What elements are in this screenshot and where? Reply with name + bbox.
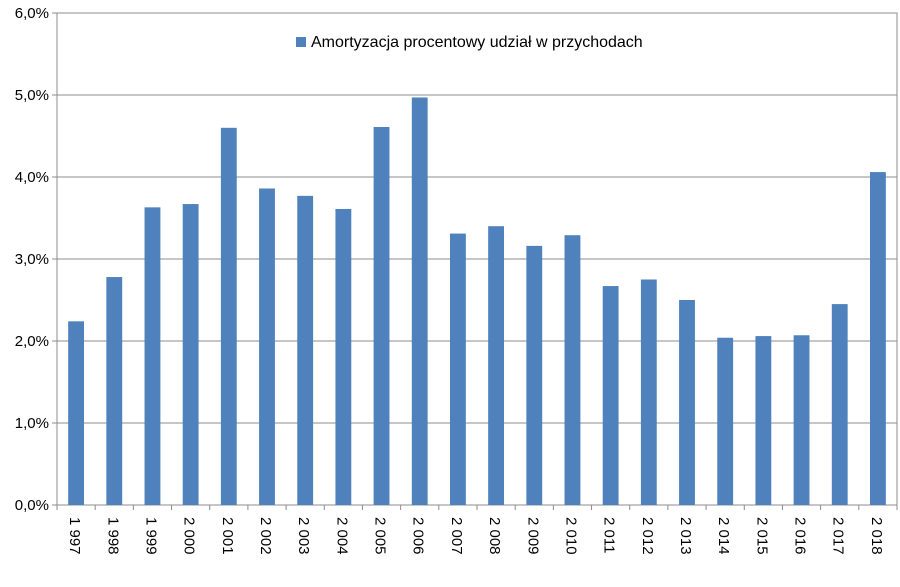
bar — [679, 300, 695, 505]
y-tick-label: 1,0% — [15, 415, 49, 432]
bar — [793, 335, 810, 505]
x-tick-label: 1 998 — [104, 517, 121, 555]
x-tick-label: 2 015 — [753, 517, 770, 555]
legend-label: Amortyzacja procentowy udział w przychod… — [311, 34, 643, 51]
x-tick-label: 2 014 — [715, 517, 732, 555]
y-tick-label: 6,0% — [15, 5, 49, 22]
bar — [564, 235, 581, 505]
x-tick-label: 2 016 — [792, 517, 809, 555]
x-tick-label: 2 000 — [181, 517, 198, 555]
bar — [182, 204, 199, 505]
bar — [335, 208, 352, 506]
bar — [373, 126, 390, 505]
bar — [449, 233, 466, 505]
bars — [68, 97, 886, 506]
bar — [869, 172, 886, 505]
x-tick-label: 2 018 — [868, 517, 885, 555]
bar — [640, 279, 657, 505]
bar — [755, 336, 772, 505]
x-tick-label: 2 005 — [372, 517, 389, 555]
bar — [717, 337, 734, 505]
x-tick-label: 2 001 — [219, 517, 236, 555]
x-axis-ticks: 1 997 1 998 1 999 2 000 2 001 2 002 2 003 2 004… — [56, 505, 898, 555]
bar — [144, 207, 161, 505]
bar — [106, 277, 123, 505]
bar — [831, 304, 848, 505]
y-tick-label: 0,0% — [15, 497, 49, 514]
bar — [220, 127, 237, 506]
bar — [259, 188, 275, 506]
x-tick-label: 2 008 — [486, 517, 503, 555]
bar — [297, 195, 314, 506]
x-tick-label: 2 004 — [333, 517, 350, 555]
y-tick-label: 4,0% — [15, 169, 49, 186]
x-tick-label: 1 999 — [142, 517, 159, 555]
x-tick-label: 2 013 — [677, 517, 694, 555]
x-tick-label: 2 012 — [639, 517, 656, 555]
bar — [526, 245, 543, 505]
x-tick-label: 2 009 — [524, 517, 541, 555]
x-tick-label: 2 010 — [562, 517, 579, 555]
legend: Amortyzacja procentowy udział w przychod… — [296, 34, 643, 51]
x-tick-label: 2 011 — [601, 517, 618, 553]
x-tick-label: 2 002 — [257, 517, 274, 555]
y-axis-ticks: 0,0% 1,0% 2,0% 3,0% 4,0% 5,0% 6,0% — [15, 5, 49, 514]
x-tick-label: 2 007 — [448, 517, 465, 555]
y-tick-label: 2,0% — [15, 333, 49, 350]
x-tick-label: 2 006 — [410, 517, 427, 555]
bar — [411, 97, 428, 506]
x-tick-label: 2 003 — [295, 517, 312, 555]
x-tick-label: 1 997 — [66, 517, 83, 555]
legend-swatch — [296, 37, 306, 47]
x-tick-label: 2 017 — [830, 517, 847, 555]
bar — [602, 286, 619, 505]
y-tick-label: 3,0% — [15, 251, 49, 268]
bar — [488, 226, 505, 505]
bar — [68, 321, 85, 505]
y-tick-label: 5,0% — [15, 87, 49, 104]
